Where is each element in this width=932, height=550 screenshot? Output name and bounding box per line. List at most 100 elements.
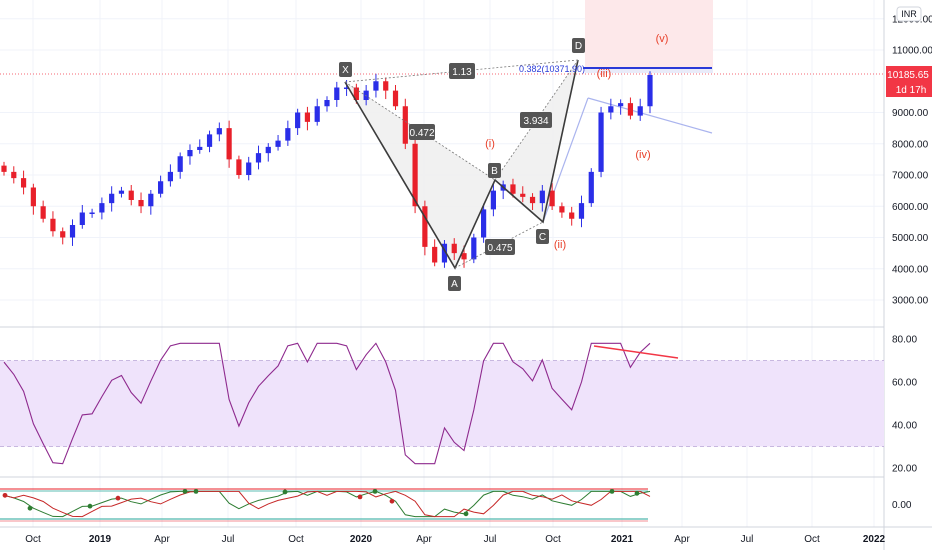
rsi-tick-label: 40.00 <box>892 421 917 432</box>
candle-body <box>490 190 496 210</box>
price-tick-label: 8000.00 <box>892 139 929 150</box>
candle-body <box>618 103 624 107</box>
candle-body <box>197 146 203 150</box>
price-tick-label: 7000.00 <box>892 171 929 182</box>
last-price-value: 10185.65 <box>887 70 929 81</box>
candle-body <box>30 187 36 207</box>
candle-body <box>304 112 311 122</box>
time-tick-label: Jul <box>741 534 754 545</box>
candle-body <box>451 243 457 254</box>
osc-signal-dot <box>463 511 469 517</box>
point-label-a: A <box>448 276 461 291</box>
countdown-value: 1d 17h <box>896 85 927 96</box>
candle-body <box>20 178 27 188</box>
candle-body <box>89 212 95 214</box>
time-tick-label: 2019 <box>89 534 112 545</box>
ratio-box-bcd: 3.934 <box>520 112 552 128</box>
candle-body <box>549 190 555 207</box>
candle-body <box>40 206 46 219</box>
osc-signal-dot <box>87 503 93 509</box>
candle-body <box>608 106 614 113</box>
ratio-box-abc: 0.475 <box>485 239 515 255</box>
currency-badge[interactable]: INR <box>896 6 922 22</box>
point-label-b: B <box>488 163 501 178</box>
candle-body <box>373 81 379 91</box>
time-tick-label: Apr <box>154 534 170 545</box>
time-tick-label: Oct <box>545 534 561 545</box>
candle-body <box>206 134 213 147</box>
candle-body <box>216 128 222 135</box>
rsi-tick-label: 20.00 <box>892 464 917 475</box>
candle-body <box>441 243 448 263</box>
candle-body <box>148 193 154 207</box>
osc-signal-dot <box>182 489 188 494</box>
candle-body <box>69 225 76 238</box>
price-tick-label: 4000.00 <box>892 264 929 275</box>
svg-text:D: D <box>575 41 582 52</box>
osc-signal-dot <box>634 490 640 496</box>
wave-label-i: (i) <box>485 138 495 150</box>
candle-body <box>60 231 66 238</box>
candle-body <box>128 190 134 200</box>
candle-body <box>324 100 330 107</box>
candle-body <box>99 203 105 213</box>
candle-body <box>285 128 291 141</box>
candle-body <box>255 153 262 163</box>
time-tick-label: 2020 <box>350 534 373 545</box>
wave-label-iii: (iii) <box>597 68 612 80</box>
candle-body <box>167 171 173 182</box>
candle-body <box>334 87 340 100</box>
svg-text:A: A <box>451 279 458 290</box>
ratio-box-xab: 0.472 <box>409 124 435 140</box>
candle-body <box>363 90 369 100</box>
candle-body <box>236 159 242 175</box>
candle-body <box>539 190 545 204</box>
candle-body <box>383 81 389 91</box>
time-axis: Oct 2019 Apr Jul Oct 2020 Apr Jul Oct 2021 Apr Jul O… <box>25 534 885 545</box>
grid-lines <box>0 0 884 527</box>
candle-body <box>422 206 428 247</box>
candle-body <box>647 75 653 107</box>
candle-body <box>461 253 467 260</box>
candle-body <box>158 181 164 194</box>
svg-text:B: B <box>491 166 498 177</box>
wave-label-ii: (ii) <box>554 239 566 251</box>
candle-body <box>343 87 350 89</box>
time-tick-label: Oct <box>804 534 820 545</box>
target-zone-edge <box>585 68 713 73</box>
candle-body <box>529 196 536 204</box>
price-tick-label: 9000.00 <box>892 108 929 119</box>
candle-body <box>627 103 634 116</box>
time-tick-label: Apr <box>674 534 690 545</box>
candle-body <box>11 171 17 179</box>
point-label-x: X <box>339 62 352 77</box>
osc-signal-dot <box>2 492 8 498</box>
candle-body <box>79 212 85 225</box>
last-price-tag: 10185.65 1d 17h <box>886 66 932 97</box>
osc-signal-dot <box>27 505 33 511</box>
target-zone <box>585 0 713 68</box>
rsi-divergence-line <box>593 345 679 359</box>
time-tick-label: 2022 <box>863 534 886 545</box>
candle-body <box>246 162 252 175</box>
candle-body <box>392 90 399 107</box>
osc-signal-dot <box>372 489 378 494</box>
candle-body <box>295 112 301 129</box>
candle-body <box>50 218 56 232</box>
osc-tick-label: 0.00 <box>892 500 912 511</box>
wave-label-iv: (iv) <box>635 149 650 161</box>
time-tick-label: Jul <box>222 534 235 545</box>
currency-label: INR <box>901 9 917 19</box>
rsi-line <box>3 342 651 465</box>
ratio-xab: 0.472 <box>409 128 434 139</box>
time-tick-label: Oct <box>288 534 304 545</box>
price-axis: 12000.0011000.009000.008000.007000.00600… <box>892 14 932 306</box>
candle-body <box>402 106 408 144</box>
candle-body <box>314 106 320 122</box>
osc-signal-dot <box>357 494 363 500</box>
osc-signal-dot <box>193 489 199 494</box>
candle-body <box>510 184 516 194</box>
candle-body <box>353 87 359 100</box>
time-tick-label: Apr <box>416 534 432 545</box>
candle-body <box>598 112 604 172</box>
